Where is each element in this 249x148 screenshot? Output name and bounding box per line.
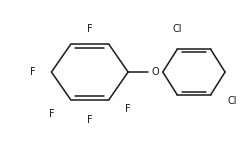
- Text: F: F: [87, 115, 93, 125]
- Text: Cl: Cl: [172, 24, 182, 34]
- Text: O: O: [152, 67, 159, 77]
- Text: F: F: [87, 24, 93, 34]
- Text: F: F: [49, 110, 54, 119]
- Text: Cl: Cl: [227, 96, 237, 106]
- Text: F: F: [30, 67, 35, 77]
- Text: F: F: [125, 104, 131, 114]
